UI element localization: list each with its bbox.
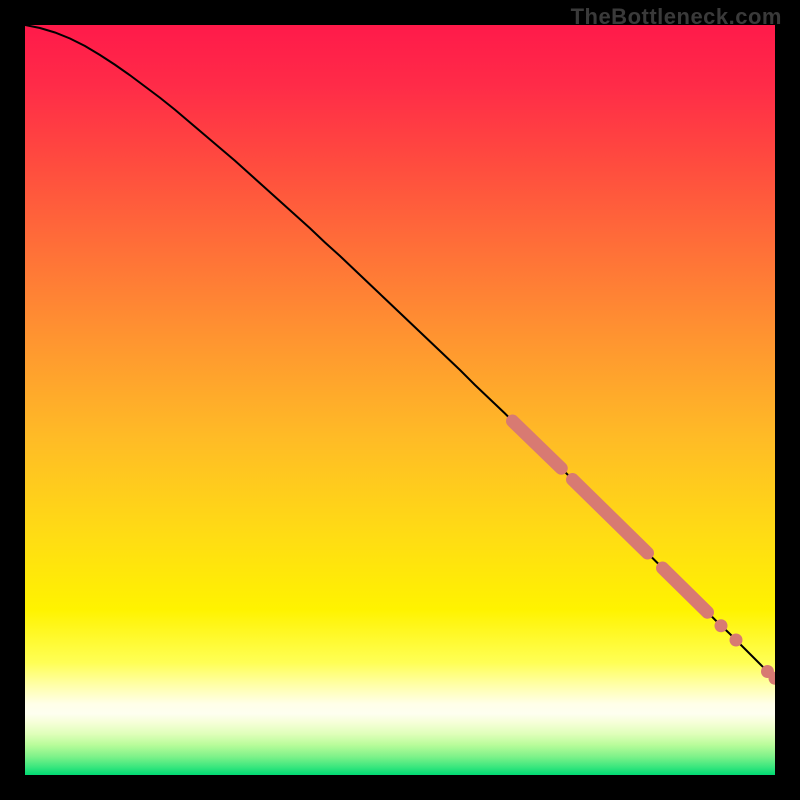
chart-plot (25, 25, 775, 775)
marker-dot (730, 634, 743, 647)
marker-dot (715, 619, 728, 632)
watermark-text: TheBottleneck.com (571, 4, 782, 30)
gradient-background (25, 25, 775, 775)
